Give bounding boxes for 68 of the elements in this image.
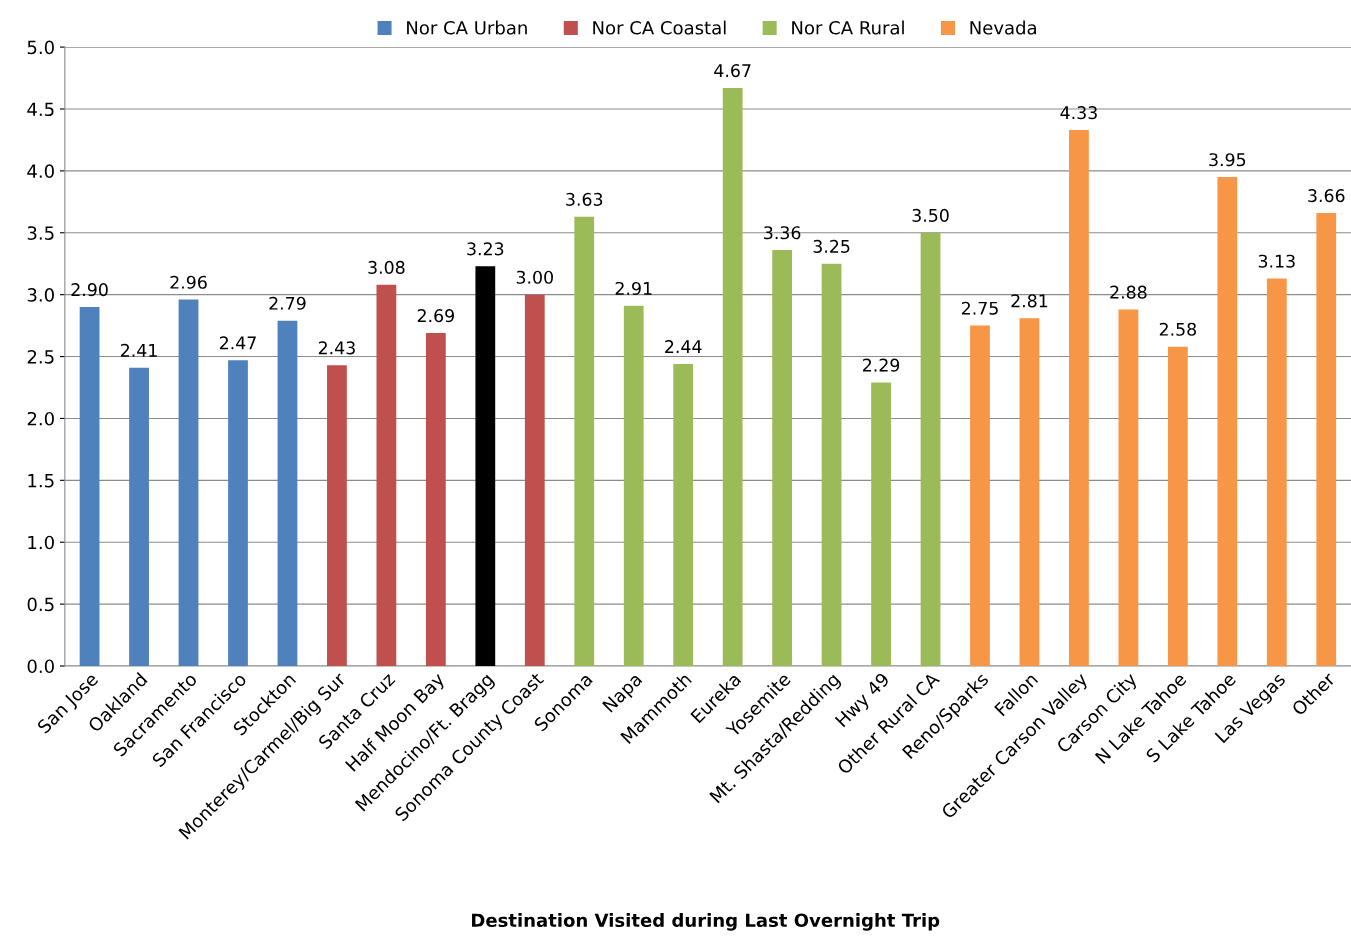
y-tick-label: 2.0	[27, 411, 54, 426]
bar	[524, 294, 545, 666]
data-label: 2.96	[170, 275, 207, 289]
legend-label: Nor CA Coastal	[593, 20, 726, 35]
data-label: 2.41	[120, 343, 157, 357]
bar	[821, 263, 842, 666]
bar	[79, 307, 100, 666]
data-label: 3.50	[912, 208, 949, 222]
x-axis-title: Destination Visited during Last Overnight Trip	[472, 913, 940, 931]
bar	[1316, 212, 1337, 666]
bar	[673, 363, 694, 666]
bar	[475, 266, 496, 666]
data-label: 2.44	[665, 340, 702, 353]
y-tick-label: 1.0	[28, 535, 54, 550]
data-label: 3.63	[566, 192, 603, 206]
y-tick-label: 0.0	[27, 659, 54, 674]
legend-label: Nor CA Urban	[407, 20, 527, 35]
bar	[1069, 130, 1089, 666]
data-label: 3.13	[1258, 254, 1295, 268]
bar	[277, 320, 298, 666]
y-tick-label: 3.5	[27, 226, 54, 240]
data-label: 4.67	[714, 64, 751, 78]
y-tick-label: 3.0	[27, 288, 54, 302]
bar	[920, 232, 941, 666]
data-label: 2.79	[269, 296, 306, 310]
data-label: 2.90	[71, 283, 108, 297]
y-tick-label: 2.5	[27, 350, 54, 364]
data-label: 2.81	[1011, 294, 1048, 308]
bar	[871, 382, 891, 666]
bar	[1019, 318, 1040, 666]
y-tick-label: 1.5	[28, 474, 54, 488]
data-label: 2.58	[1159, 322, 1196, 336]
bar	[376, 284, 397, 666]
bar	[772, 250, 793, 666]
bar	[722, 87, 743, 666]
bar	[178, 299, 199, 666]
data-label: 4.33	[1060, 106, 1097, 120]
data-label: 3.08	[368, 260, 405, 274]
data-label: 2.91	[615, 281, 652, 296]
y-tick-label: 0.5	[27, 597, 54, 612]
bar	[574, 216, 595, 666]
y-tick-label: 5.0	[27, 40, 54, 55]
bar	[425, 333, 446, 666]
legend-label: Nor CA Rural	[792, 20, 904, 35]
data-label: 2.75	[961, 301, 998, 315]
bar	[1118, 309, 1139, 666]
bar	[327, 365, 347, 666]
legend-label: Nevada	[970, 20, 1036, 35]
data-label: 3.95	[1209, 153, 1246, 167]
bar	[970, 325, 990, 666]
bar	[623, 305, 644, 666]
bar	[129, 367, 149, 666]
data-label: 3.36	[764, 226, 801, 240]
bar	[1167, 346, 1188, 666]
bar	[228, 360, 248, 666]
data-label: 3.00	[516, 270, 553, 284]
bar	[1266, 278, 1287, 666]
data-label: 2.47	[219, 336, 256, 350]
data-label: 2.29	[863, 358, 900, 372]
y-tick-label: 4.5	[27, 102, 54, 117]
data-label: 2.88	[1110, 285, 1147, 299]
bar	[1217, 177, 1238, 666]
data-label: 3.25	[813, 239, 850, 253]
data-label: 3.66	[1308, 189, 1345, 203]
y-tick-label: 4.0	[27, 164, 54, 178]
data-label: 2.69	[417, 309, 454, 323]
data-label: 2.43	[318, 341, 355, 355]
data-label: 3.23	[467, 242, 504, 256]
